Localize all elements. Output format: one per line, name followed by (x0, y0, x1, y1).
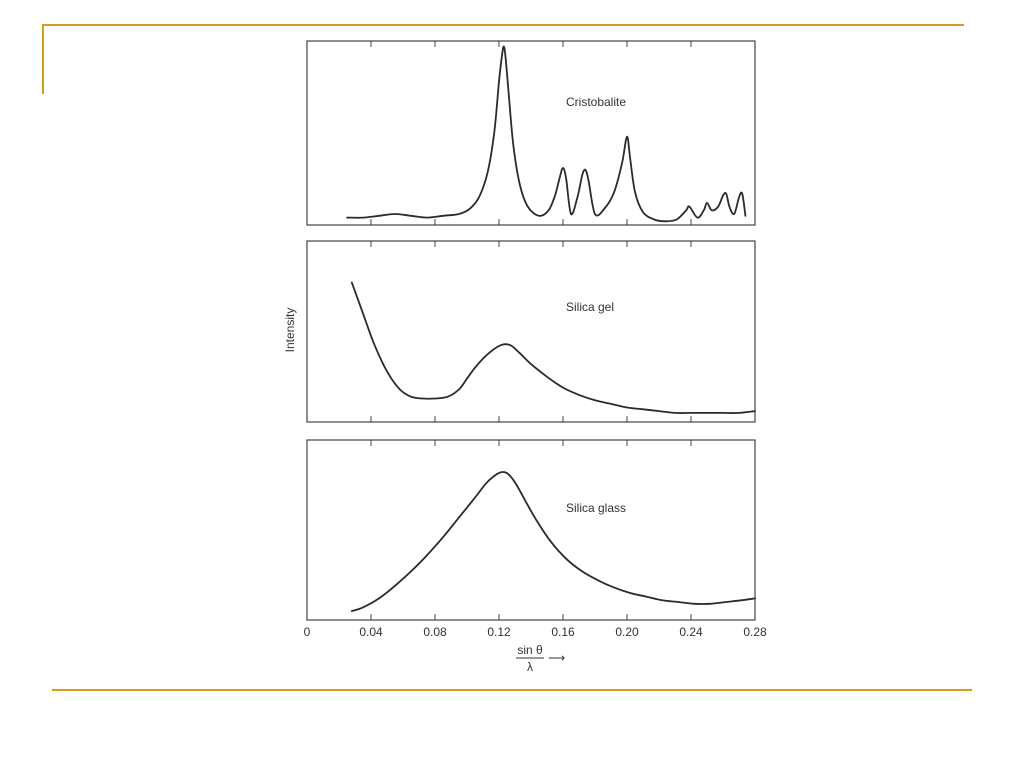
x-tick-label: 0.20 (615, 625, 639, 639)
slide-bottom-rule (52, 689, 972, 691)
chart-panels: Cristobalite Silica gel Silica glass (306, 40, 756, 621)
x-tick-label: 0.28 (743, 625, 767, 639)
y-axis-label: Intensity (283, 308, 297, 353)
series-line-cristobalite (346, 45, 747, 223)
slide-left-rule (42, 24, 44, 94)
x-axis-label: sin θ λ ⟶ (516, 643, 565, 674)
x-tick-labels: 0 0.04 0.08 0.12 0.16 0.20 0.24 0.28 (304, 625, 767, 639)
x-axis-label-arrow: ⟶ (548, 651, 565, 665)
slide-top-rule (42, 24, 964, 26)
panel-frame-silica-gel (306, 240, 756, 423)
series-line-silica-glass (350, 471, 756, 612)
x-axis-label-numerator: sin θ (517, 643, 543, 657)
panel-frame-silica-glass (306, 439, 756, 621)
series-label-silica-gel: Silica gel (566, 300, 614, 314)
panel-cristobalite: Cristobalite (306, 40, 756, 226)
x-tick-label: 0.12 (487, 625, 511, 639)
series-line-silica-gel (350, 281, 756, 414)
panel-silica-gel: Silica gel (306, 240, 756, 423)
x-tick-label: 0.16 (551, 625, 575, 639)
x-tick-label: 0.04 (359, 625, 383, 639)
series-label-silica-glass: Silica glass (566, 501, 626, 515)
x-tick-label: 0 (304, 625, 311, 639)
panel-silica-glass: Silica glass (306, 439, 756, 621)
x-axis-label-denominator: λ (527, 660, 533, 674)
panel-frame-cristobalite (306, 40, 756, 226)
series-label-cristobalite: Cristobalite (566, 95, 626, 109)
x-tick-label: 0.08 (423, 625, 447, 639)
x-tick-label: 0.24 (679, 625, 703, 639)
